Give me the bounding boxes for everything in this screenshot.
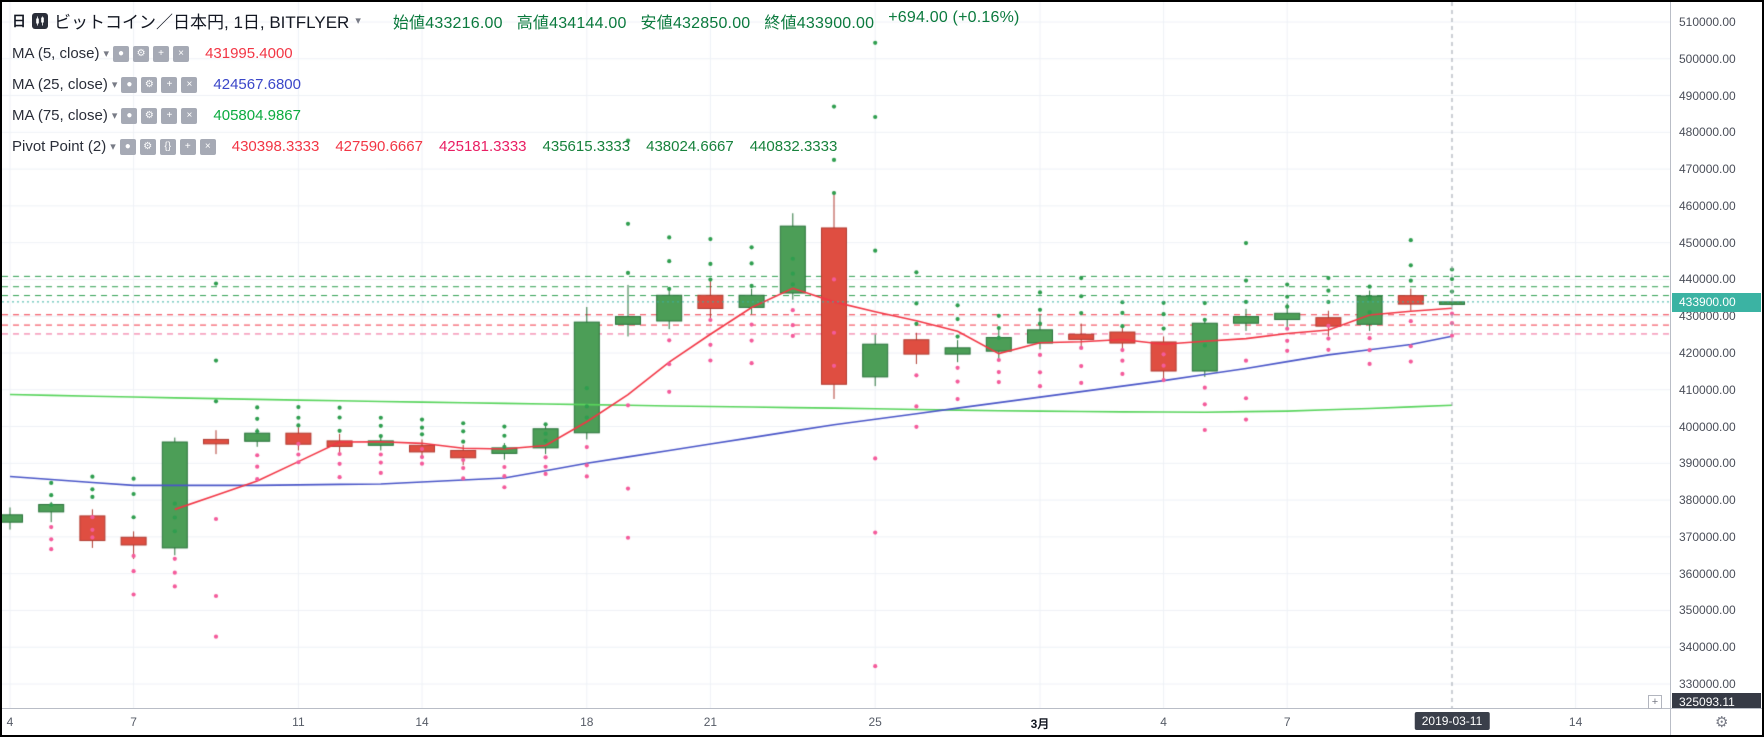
axis-corner: ⚙ [1670, 708, 1762, 735]
price-scale[interactable]: 330000.00 340000.00 350000.00 360000.00 3700… [1670, 2, 1762, 708]
gear-icon[interactable]: ⚙ [139, 138, 156, 155]
time-tick-label: 21 [703, 715, 718, 729]
interval-badge[interactable]: 日 [12, 12, 26, 29]
chevron-down-icon[interactable]: ▾ [110, 141, 116, 153]
symbol-title-row: 日 ビットコイン／日本円, 1日, BITFLYER ▾ 始値433216.00… [12, 8, 1020, 33]
chevron-down-icon[interactable]: ▾ [355, 15, 361, 27]
price-tick-label: 350000.00 [1679, 603, 1736, 618]
last-price-label: 433900.00 [1672, 292, 1761, 312]
high-value: 高値434144.00 [516, 14, 627, 32]
indicator-value: 424567.6800 [213, 76, 301, 93]
symbol-title[interactable]: ビットコイン／日本円, 1日, BITFLYER [54, 13, 350, 32]
indicator-row: MA (5, close) ▾ ● ⚙ + × 431995.4000 [12, 43, 1020, 64]
indicator-price-label: 325093.11 [1672, 693, 1761, 708]
chart-style-icon[interactable] [32, 12, 48, 29]
price-tick-label: 370000.00 [1679, 529, 1736, 544]
chart-plot-area[interactable]: 日 ビットコイン／日本円, 1日, BITFLYER ▾ 始値433216.00… [2, 2, 1670, 709]
chevron-down-icon[interactable]: ▾ [103, 48, 110, 60]
time-scale[interactable]: 4 7 11 14 18 21 25 3月 4 7 14 2019-03-11 [2, 708, 1670, 735]
indicator-name[interactable]: MA (5, close) [12, 45, 100, 62]
plus-icon[interactable]: + [153, 45, 170, 62]
indicator-row: MA (25, close) ▾ ● ⚙ + × 424567.6800 [12, 74, 1020, 95]
indicator-legend: MA (5, close) ▾ ● ⚙ + × 431995.4000 MA (25, clo… [12, 43, 1020, 157]
close-icon[interactable]: × [181, 107, 198, 124]
eye-icon[interactable]: ● [121, 107, 138, 124]
close-value: 終値433900.00 [764, 14, 875, 32]
price-tick-label: 500000.00 [1679, 51, 1736, 66]
crosshair-date-label: 2019-03-11 [1414, 712, 1490, 730]
gear-icon[interactable]: ⚙ [1715, 714, 1729, 731]
close-icon[interactable]: × [181, 76, 198, 93]
time-tick-label: 7 [1283, 715, 1291, 729]
indicator-value: 440832.3333 [749, 138, 838, 155]
price-tick-label: 330000.00 [1679, 677, 1736, 691]
time-tick-label: 11 [292, 715, 305, 729]
chevron-down-icon[interactable]: ▾ [111, 110, 118, 122]
indicator-value: 405804.9867 [213, 107, 301, 124]
open-value: 始値433216.00 [392, 14, 503, 32]
price-tick-label: 460000.00 [1679, 198, 1736, 213]
low-value: 安値432850.00 [640, 14, 751, 32]
price-tick-label: 440000.00 [1679, 272, 1736, 287]
price-tick-label: 490000.00 [1679, 88, 1736, 103]
eye-icon[interactable]: ● [113, 45, 130, 62]
price-tick-label: 360000.00 [1679, 566, 1736, 581]
price-tick-label: 510000.00 [1679, 15, 1736, 29]
plus-icon[interactable]: + [161, 107, 178, 124]
price-chart-canvas[interactable] [2, 2, 1670, 708]
indicator-name[interactable]: MA (75, close) [12, 107, 108, 124]
indicator-value: 431995.4000 [205, 45, 293, 62]
indicator-row: MA (75, close) ▾ ● ⚙ + × 405804.9867 [12, 105, 1020, 126]
time-tick-label: 4 [1160, 715, 1167, 729]
indicator-value: 438024.6667 [646, 138, 734, 155]
indicator-value: 427590.6667 [335, 138, 423, 155]
indicator-name[interactable]: Pivot Point (2) [12, 138, 107, 155]
price-tick-label: 340000.00 [1679, 640, 1736, 655]
indicator-value: 435615.3333 [542, 138, 631, 155]
time-tick-label: 4 [6, 715, 14, 729]
price-tick-label: 390000.00 [1679, 456, 1736, 471]
time-tick-label: 25 [868, 715, 882, 729]
price-tick-label: 380000.00 [1679, 493, 1736, 508]
indicator-value: 430398.3333 [231, 138, 320, 155]
price-tick-label: 420000.00 [1679, 346, 1736, 360]
time-tick-label: 3月 [1030, 717, 1050, 731]
time-tick-label: 18 [580, 715, 594, 729]
indicator-value: 425181.3333 [438, 138, 527, 155]
time-tick-label: 7 [130, 715, 137, 729]
gear-icon[interactable]: ⚙ [141, 107, 158, 124]
price-tick-label: 400000.00 [1679, 419, 1736, 434]
close-icon[interactable]: × [199, 138, 216, 155]
chevron-down-icon[interactable]: ▾ [111, 79, 118, 91]
price-tick-label: 450000.00 [1679, 235, 1736, 250]
close-icon[interactable]: × [173, 45, 190, 62]
chart-header: 日 ビットコイン／日本円, 1日, BITFLYER ▾ 始値433216.00… [12, 8, 1020, 157]
price-tick-label: 480000.00 [1679, 125, 1736, 140]
indicator-name[interactable]: MA (25, close) [12, 76, 108, 93]
plus-button[interactable]: + [1648, 695, 1662, 709]
braces-icon[interactable]: {} [159, 138, 176, 155]
ohlc-readout: 始値433216.00 高値434144.00 安値432850.00 終値43… [393, 9, 1020, 33]
price-tick-label: 470000.00 [1679, 162, 1736, 177]
indicator-row: Pivot Point (2) ▾ ● ⚙{} + × 430398.3333 427590.… [12, 136, 1020, 157]
plus-icon[interactable]: + [179, 138, 196, 155]
time-tick-label: 14 [415, 715, 429, 729]
price-tick-label: 410000.00 [1679, 382, 1736, 397]
price-tick-label: 430000.00 [1679, 309, 1736, 324]
eye-icon[interactable]: ● [119, 138, 136, 155]
eye-icon[interactable]: ● [121, 76, 138, 93]
change-value: +694.00 (+0.16%) [888, 8, 1020, 26]
time-tick-label: 14 [1568, 715, 1583, 729]
plus-icon[interactable]: + [161, 76, 178, 93]
gear-icon[interactable]: ⚙ [141, 76, 158, 93]
gear-icon[interactable]: ⚙ [133, 45, 150, 62]
